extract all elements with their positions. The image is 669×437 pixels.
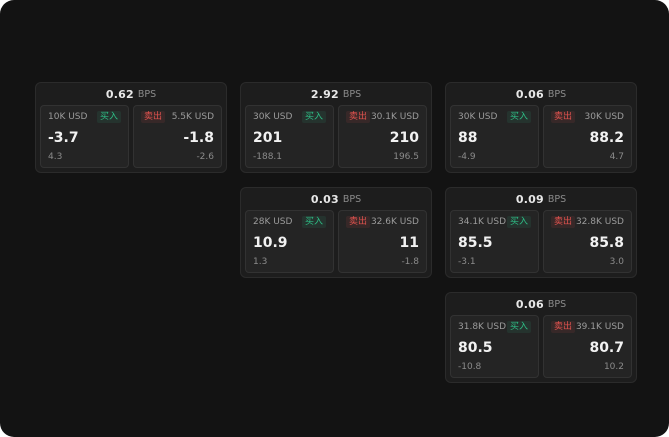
spread-value: 0.06 [515,87,544,101]
buy-label: 买入 [96,111,121,123]
buy-price: -3.7 [48,129,79,146]
sell-price: -1.8 [183,129,214,146]
buy-amount: 28K USD [253,217,293,227]
sell-amount: 5.5K USD [171,112,214,122]
sell-amount: 39.1K USD [575,322,624,332]
buy-amount: 30K USD [458,112,498,122]
sell-panel[interactable]: 卖出 32.8K USD 85.8 3.0 [543,210,632,273]
sell-label: 卖出 [551,321,576,333]
buy-price: 201 [253,129,283,146]
spread-value: 0.09 [515,192,544,206]
buy-panel[interactable]: 28K USD 买入 10.9 1.3 [245,210,334,273]
buy-panel[interactable]: 31.8K USD 买入 80.5 -10.8 [450,315,539,378]
sell-price: 210 [389,129,419,146]
spread-value: 2.92 [310,87,339,101]
quote-body: 34.1K USD 买入 85.5 -3.1 卖出 32.8K USD 85.8… [446,210,636,277]
buy-label: 买入 [506,321,531,333]
buy-amount: 30K USD [253,112,293,122]
buy-amount: 10K USD [48,112,88,122]
spread-unit: BPS [547,88,567,100]
spread-value: 0.03 [310,192,339,206]
sell-sub-value: 3.0 [609,257,624,267]
sell-label: 卖出 [346,216,371,228]
buy-label: 买入 [506,216,531,228]
buy-panel[interactable]: 30K USD 买入 88 -4.9 [450,105,539,168]
sell-sub-value: 4.7 [609,152,624,162]
quote-body: 28K USD 买入 10.9 1.3 卖出 32.6K USD 11 -1.8 [241,210,431,277]
buy-sub-value: -188.1 [253,152,283,162]
sell-amount: 32.8K USD [575,217,624,227]
quote-card: 2.92 BPS 30K USD 买入 201 -188.1 卖出 30.1K … [240,82,432,173]
quote-body: 10K USD 买入 -3.7 4.3 卖出 5.5K USD -1.8 -2.… [36,105,226,172]
quote-card: 0.62 BPS 10K USD 买入 -3.7 4.3 卖出 5.5K USD [35,82,227,173]
sell-label: 卖出 [551,111,576,123]
sell-price: 85.8 [589,234,624,251]
quote-card: 0.06 BPS 31.8K USD 买入 80.5 -10.8 卖出 39.1… [445,292,637,383]
sell-sub-value: 10.2 [603,362,624,372]
quote-cards-grid: 0.62 BPS 10K USD 买入 -3.7 4.3 卖出 5.5K USD [35,82,637,383]
buy-label: 买入 [301,216,326,228]
spread-header: 0.06 BPS [446,83,636,105]
buy-label: 买入 [506,111,531,123]
sell-amount: 32.6K USD [370,217,419,227]
quote-body: 30K USD 买入 201 -188.1 卖出 30.1K USD 210 1… [241,105,431,172]
buy-panel[interactable]: 10K USD 买入 -3.7 4.3 [40,105,129,168]
buy-sub-value: 1.3 [253,257,268,267]
quote-body: 31.8K USD 买入 80.5 -10.8 卖出 39.1K USD 80.… [446,315,636,382]
spread-header: 0.06 BPS [446,293,636,315]
sell-sub-value: -2.6 [196,152,214,162]
sell-amount: 30K USD [584,112,624,122]
sell-label: 卖出 [346,111,371,123]
buy-label: 买入 [301,111,326,123]
spread-value: 0.62 [105,87,134,101]
buy-price: 85.5 [458,234,493,251]
quote-card: 0.09 BPS 34.1K USD 买入 85.5 -3.1 卖出 32.8K… [445,187,637,278]
spread-header: 0.03 BPS [241,188,431,210]
sell-price: 88.2 [589,129,624,146]
buy-sub-value: -3.1 [458,257,476,267]
buy-sub-value: 4.3 [48,152,63,162]
spread-value: 0.06 [515,297,544,311]
spread-header: 2.92 BPS [241,83,431,105]
sell-panel[interactable]: 卖出 30K USD 88.2 4.7 [543,105,632,168]
sell-sub-value: 196.5 [393,152,419,162]
spread-unit: BPS [547,298,567,310]
buy-price: 10.9 [253,234,288,251]
buy-amount: 34.1K USD [458,217,507,227]
quote-body: 30K USD 买入 88 -4.9 卖出 30K USD 88.2 4.7 [446,105,636,172]
sell-label: 卖出 [551,216,576,228]
spread-unit: BPS [137,88,157,100]
buy-panel[interactable]: 34.1K USD 买入 85.5 -3.1 [450,210,539,273]
spread-unit: BPS [342,193,362,205]
spread-header: 0.62 BPS [36,83,226,105]
buy-price: 80.5 [458,339,493,356]
quote-card: 0.06 BPS 30K USD 买入 88 -4.9 卖出 30K USD [445,82,637,173]
sell-sub-value: -1.8 [401,257,419,267]
buy-sub-value: -10.8 [458,362,482,372]
sell-label: 卖出 [141,111,166,123]
sell-panel[interactable]: 卖出 30.1K USD 210 196.5 [338,105,427,168]
spread-unit: BPS [547,193,567,205]
sell-amount: 30.1K USD [370,112,419,122]
buy-panel[interactable]: 30K USD 买入 201 -188.1 [245,105,334,168]
buy-sub-value: -4.9 [458,152,476,162]
spread-unit: BPS [342,88,362,100]
spread-header: 0.09 BPS [446,188,636,210]
quote-card: 0.03 BPS 28K USD 买入 10.9 1.3 卖出 32.6K US… [240,187,432,278]
sell-panel[interactable]: 卖出 32.6K USD 11 -1.8 [338,210,427,273]
sell-price: 11 [399,234,419,251]
sell-price: 80.7 [589,339,624,356]
buy-price: 88 [458,129,478,146]
sell-panel[interactable]: 卖出 5.5K USD -1.8 -2.6 [133,105,222,168]
sell-panel[interactable]: 卖出 39.1K USD 80.7 10.2 [543,315,632,378]
buy-amount: 31.8K USD [458,322,507,332]
